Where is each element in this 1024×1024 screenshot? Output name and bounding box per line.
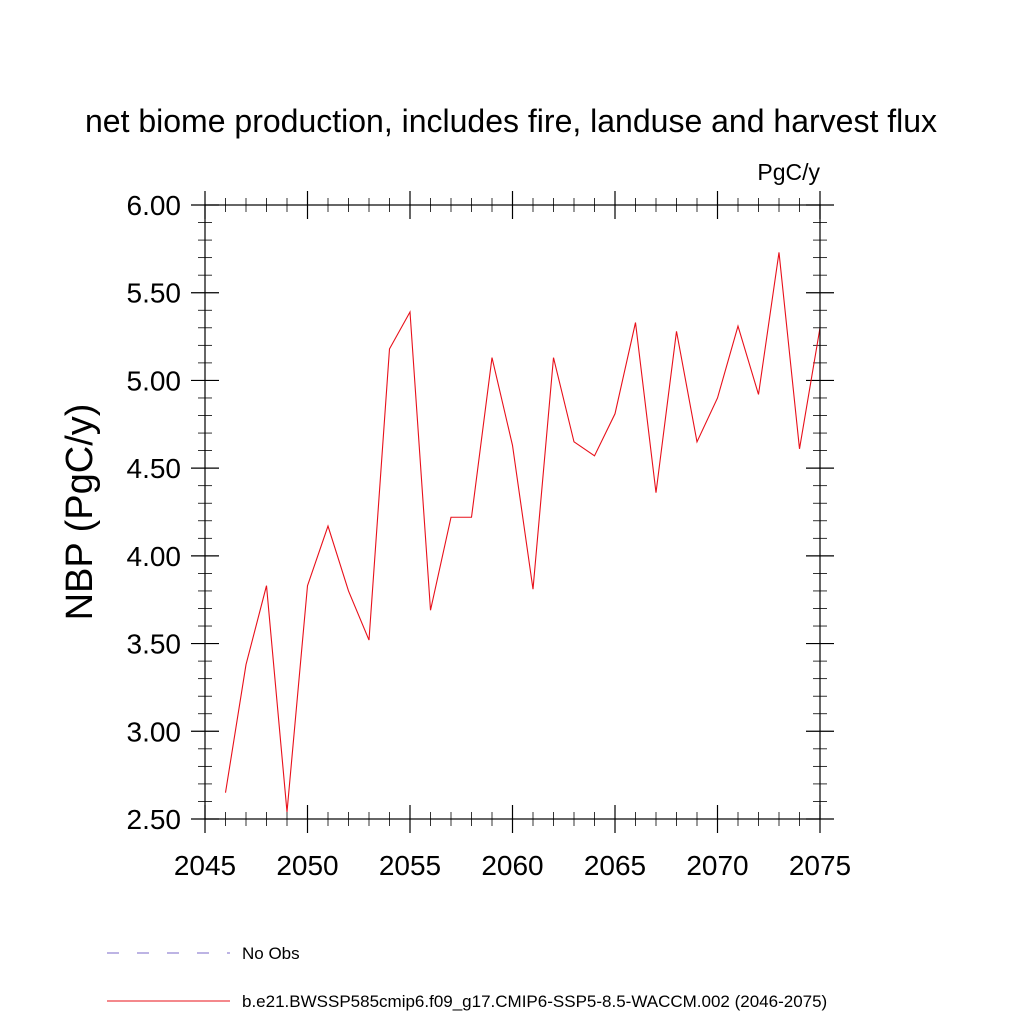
y-tick-label: 2.50 [127,804,182,835]
legend: No Obs b.e21.BWSSP585cmip6.f09_g17.CMIP6… [107,944,827,1011]
x-tick-label: 2070 [686,850,748,881]
x-tick-label: 2060 [481,850,543,881]
x-tick-labels: 2045 2050 2055 2060 2065 2070 2075 [174,850,851,881]
y-axis-label: NBP (PgC/y) [59,404,101,621]
legend-label-no-obs: No Obs [242,944,300,963]
x-tick-label: 2065 [584,850,646,881]
x-tick-label: 2075 [789,850,851,881]
y-tick-label: 4.00 [127,541,182,572]
legend-label-model: b.e21.BWSSP585cmip6.f09_g17.CMIP6-SSP5-8… [242,992,827,1011]
y-tick-label: 5.50 [127,278,182,309]
y-tick-label: 3.00 [127,716,182,747]
x-tick-label: 2050 [276,850,338,881]
plot-frame [204,204,821,820]
y-tick-label: 4.50 [127,453,182,484]
x-tick-label: 2055 [379,850,441,881]
x-tick-label: 2045 [174,850,236,881]
y-tick-label: 3.50 [127,629,182,660]
y-tick-label: 5.00 [127,365,182,396]
units-label: PgC/y [757,159,820,185]
axis-ticks [191,191,834,833]
y-tick-labels: 2.50 3.00 3.50 4.00 4.50 5.00 5.50 6.00 [127,190,182,835]
data-series [224,252,821,813]
series-line-0 [224,252,821,813]
chart-title: net biome production, includes fire, lan… [85,103,937,139]
y-tick-label: 6.00 [127,190,182,221]
